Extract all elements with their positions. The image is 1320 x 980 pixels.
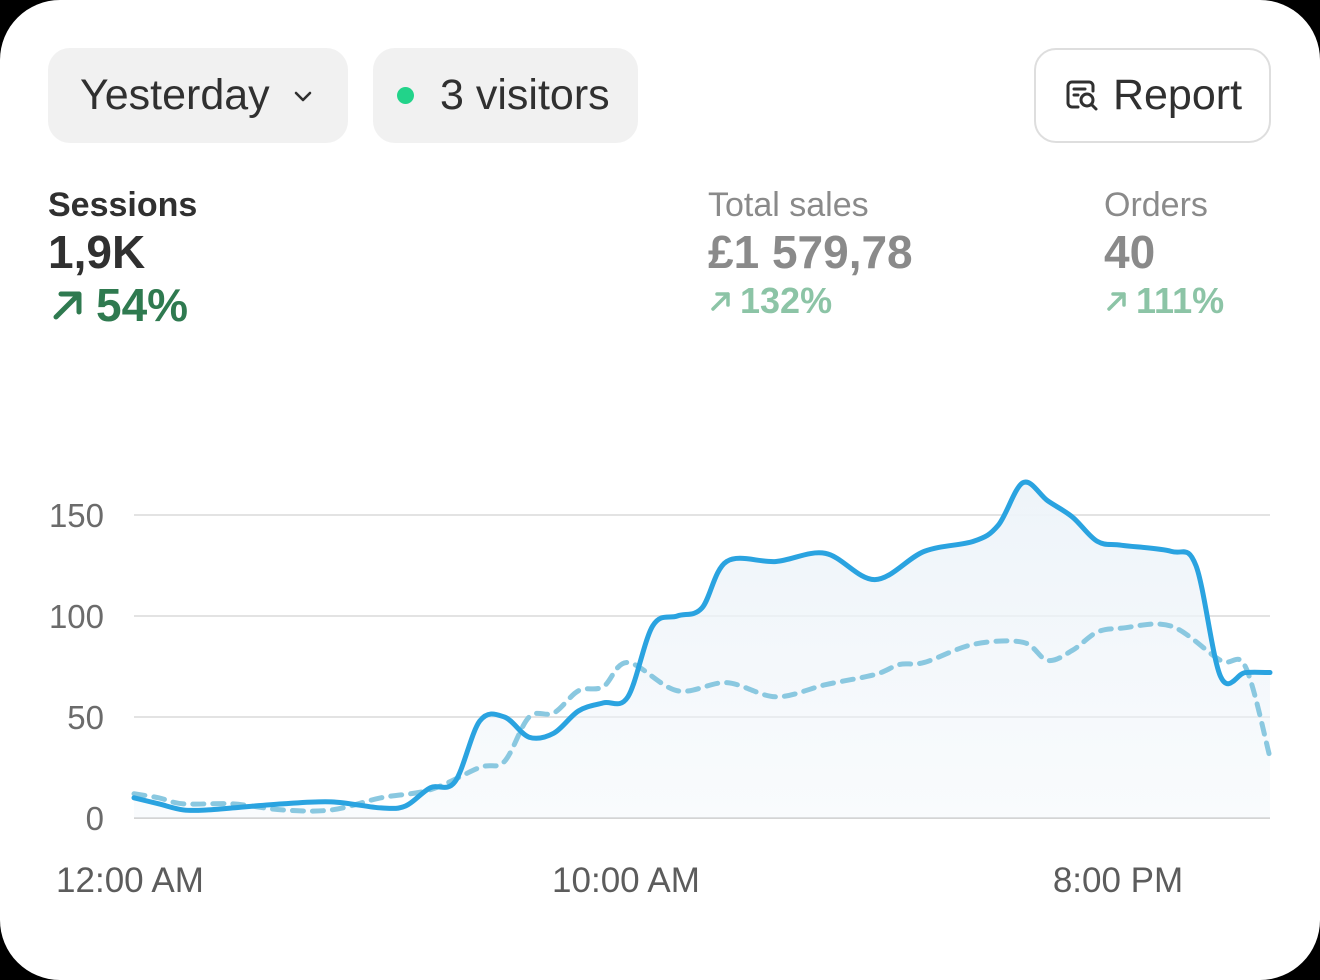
- live-dot-icon: [397, 87, 414, 104]
- orders-metric[interactable]: Orders 40 111%: [1104, 185, 1224, 323]
- metric-delta-value: 111%: [1136, 280, 1225, 321]
- metric-value: 1,9K: [48, 226, 146, 278]
- report-button[interactable]: Report: [1034, 48, 1271, 143]
- report-search-icon: [1063, 77, 1101, 115]
- total-sales-metric[interactable]: Total sales £1 579,78 132%: [708, 185, 913, 323]
- metric-value: 40: [1104, 226, 1156, 278]
- x-tick-label: 12:00 AM: [56, 861, 204, 900]
- live-visitors-label: 3 visitors: [440, 71, 610, 119]
- metric-value: £1 579,78: [708, 226, 913, 278]
- metric-label: Orders: [1104, 186, 1208, 224]
- metric-label: Sessions: [48, 186, 198, 224]
- metric-delta: 54%: [48, 279, 197, 331]
- arrow-up-right-icon: [711, 292, 730, 311]
- live-visitors-button[interactable]: 3 visitors: [373, 48, 638, 143]
- metric-delta-value: 54%: [96, 279, 189, 331]
- x-tick-label: 8:00 PM: [1053, 861, 1183, 900]
- series-line-previous: [131, 621, 1273, 814]
- sessions-metric[interactable]: Sessions 1,9K 54%: [48, 185, 197, 331]
- sessions-line-chart[interactable]: 0 50 100 150 12:00 AM 10:00 AM 8:00 PM: [0, 440, 1320, 920]
- x-tick-label: 10:00 AM: [552, 861, 700, 900]
- date-range-dropdown[interactable]: Yesterday: [48, 48, 348, 143]
- chevron-down-icon: [288, 81, 318, 111]
- arrow-up-right-icon: [53, 291, 82, 320]
- metric-delta: 111%: [1104, 279, 1224, 323]
- series-area-current: [134, 482, 1270, 818]
- y-tick-label: 100: [49, 598, 104, 635]
- arrow-up-right-icon: [1107, 292, 1126, 311]
- y-tick-label: 0: [86, 800, 104, 837]
- series-line-current: [131, 479, 1273, 813]
- date-range-label: Yesterday: [80, 71, 270, 119]
- y-tick-label: 150: [49, 497, 104, 534]
- metric-delta: 132%: [708, 279, 913, 323]
- metric-delta-value: 132%: [740, 280, 833, 321]
- report-label: Report: [1112, 71, 1243, 119]
- y-tick-label: 50: [67, 699, 104, 736]
- metric-label: Total sales: [708, 186, 869, 224]
